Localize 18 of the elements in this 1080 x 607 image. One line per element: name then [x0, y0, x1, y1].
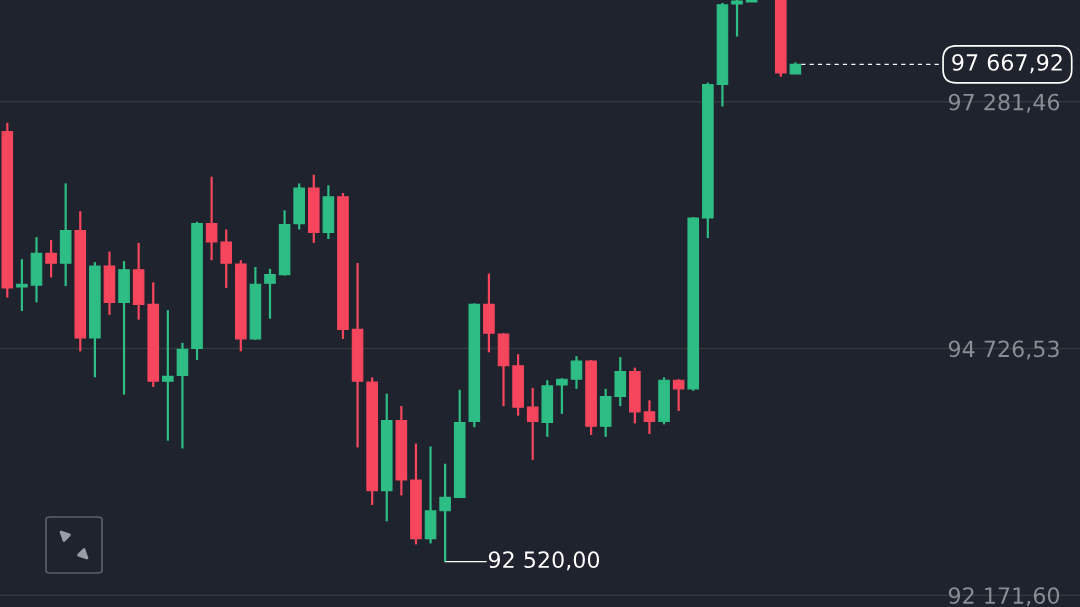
candlestick: [672, 378, 685, 413]
candlestick: [439, 462, 451, 563]
candlestick: [556, 377, 568, 415]
candlestick: [45, 238, 57, 279]
candlestick: [570, 355, 583, 390]
candlestick: [205, 175, 218, 262]
ref-line-label: 97 667,92: [952, 54, 1062, 74]
y-tick-label: 97 281,46: [948, 93, 1060, 113]
y-tick-label: 94 726,53: [948, 340, 1059, 360]
candlestick: [162, 309, 174, 442]
candlestick: [731, 0, 743, 38]
candlestick: [220, 228, 233, 290]
annotation: 92 520,00: [488, 551, 600, 571]
candlestick: [16, 258, 28, 313]
candlestick: [264, 267, 276, 320]
candlestick: [526, 386, 539, 462]
y-tick-label: 92 171,60: [948, 587, 1060, 607]
candlestick: [643, 399, 656, 436]
